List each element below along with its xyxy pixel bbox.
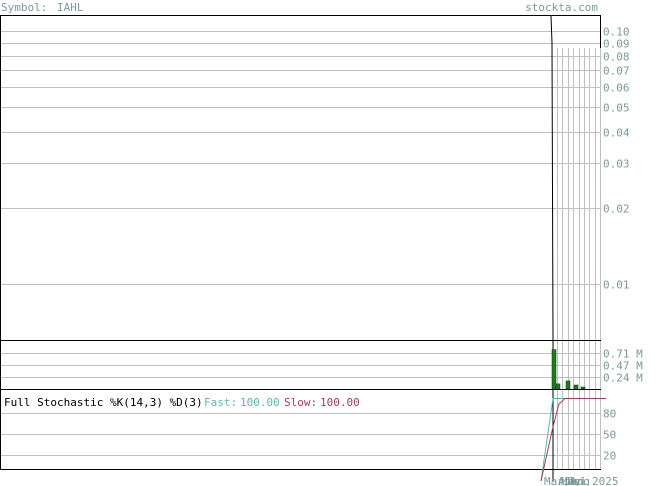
- volume-bar: [565, 380, 571, 390]
- grid-layer: [1, 31, 601, 469]
- axis-layer: 0.100.090.080.07 0.06 0.05 0.04 0.03 0.02 0.01…: [544, 26, 643, 486]
- volume-bar: [551, 349, 557, 390]
- price-tick-label: 0.08: [603, 51, 630, 64]
- marks-layer: [540, 15, 607, 482]
- volume-tick-label: 0.24 M: [603, 372, 643, 385]
- price-tick-label: 0.04: [603, 127, 630, 140]
- price-tick-label: 0.06: [603, 82, 630, 95]
- volume-bar: [580, 386, 586, 390]
- price-line: [550, 15, 554, 481]
- site-name: stockta.com: [525, 1, 598, 14]
- price-tick-label: 0.02: [603, 203, 630, 216]
- price-tick-label: 0.10: [603, 26, 630, 39]
- symbol-value: IAHL: [57, 1, 84, 14]
- fast-label: Fast:: [204, 396, 237, 409]
- x-tick-label: Aug: [570, 475, 590, 486]
- slow-value: 100.00: [320, 396, 360, 409]
- price-tick-label: 0.01: [603, 279, 630, 292]
- x-tick-label: Jul: [567, 475, 587, 486]
- volume-bar: [573, 384, 579, 390]
- x-tick-label: Mar: [544, 475, 564, 486]
- x-tick-label: Apr: [558, 475, 578, 486]
- stochastic-tick-label: 20: [603, 450, 616, 463]
- price-tick-label: 0.05: [603, 102, 630, 115]
- price-tick-label: 0.07: [603, 65, 630, 78]
- volume-bar: [555, 383, 561, 390]
- price-panel: [0, 15, 601, 341]
- x-tick-label: May: [561, 475, 581, 486]
- stochastic-slow-line: [540, 398, 607, 482]
- volume-tick-label: 0.47 M: [603, 360, 643, 373]
- x-tick-label: 2025: [592, 475, 619, 486]
- fast-value: 100.00: [240, 396, 280, 409]
- symbol-label: Symbol:: [1, 1, 47, 14]
- price-tick-label: 0.03: [603, 158, 630, 171]
- slow-label: Slow:: [284, 396, 317, 409]
- x-tick-label: Jun: [564, 475, 584, 486]
- volume-tick-label: 0.71 M: [603, 348, 643, 361]
- stochastic-tick-label: 80: [603, 408, 616, 421]
- stochastic-tick-label: 50: [603, 429, 616, 442]
- price-tick-label: 0.09: [603, 38, 630, 51]
- stochastic-title: Full Stochastic %K(14,3) %D(3): [4, 396, 203, 409]
